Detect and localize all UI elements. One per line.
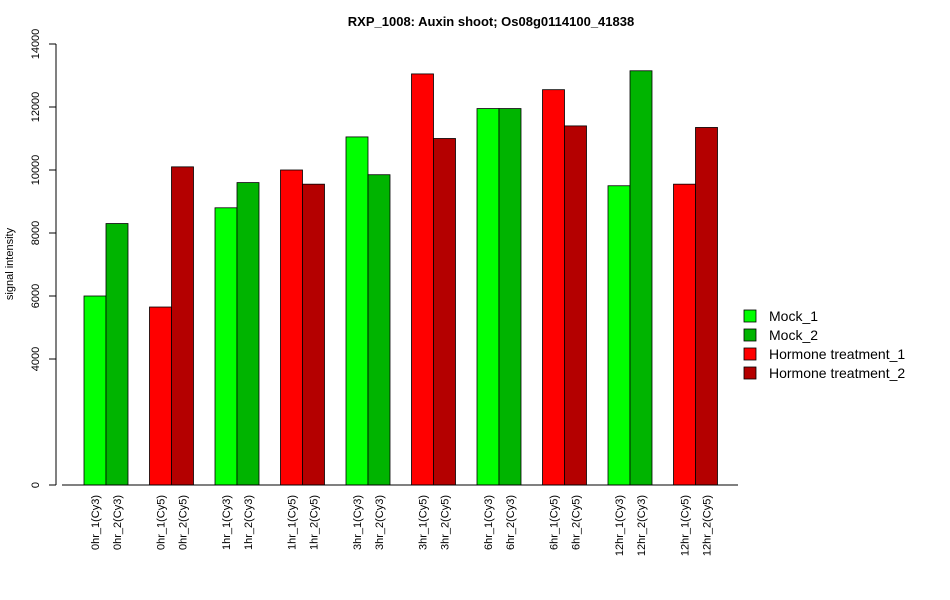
legend-label: Mock_2 <box>769 327 818 343</box>
x-tick-label: 1hr_1(Cy3) <box>221 495 233 550</box>
bar <box>302 183 325 486</box>
y-tick-label: 8000 <box>30 221 42 245</box>
chart-title: RXP_1008: Auxin shoot; Os08g0114100_4183… <box>348 14 634 29</box>
y-axis-label: signal intensity <box>4 227 16 300</box>
x-tick-label: 3hr_2(Cy3) <box>374 495 386 550</box>
x-tick-label: 0hr_1(Cy5) <box>156 495 168 550</box>
bar <box>171 166 194 486</box>
bar <box>673 183 696 486</box>
bar <box>236 182 260 486</box>
bar <box>433 138 456 486</box>
legend-swatch <box>743 309 757 323</box>
bar <box>367 174 391 486</box>
y-tick-label: 10000 <box>30 155 42 186</box>
x-tick-label: 6hr_2(Cy3) <box>505 495 517 550</box>
x-tick-label: 1hr_2(Cy5) <box>309 495 321 550</box>
legend-swatch <box>743 328 757 342</box>
y-tick-label: 0 <box>30 482 42 488</box>
x-tick-label: 3hr_2(Cy5) <box>440 495 452 550</box>
bar <box>214 207 238 486</box>
x-tick-label: 1hr_1(Cy5) <box>287 495 299 550</box>
bar <box>498 108 522 486</box>
x-tick-label: 0hr_1(Cy3) <box>90 495 102 550</box>
x-tick-label: 12hr_2(Cy3) <box>636 495 648 556</box>
y-tick-label: 6000 <box>30 284 42 308</box>
x-tick-label: 1hr_2(Cy3) <box>243 495 255 550</box>
y-tick-label: 14000 <box>30 29 42 60</box>
bar <box>607 185 631 486</box>
bar <box>695 127 718 486</box>
y-tick-label: 12000 <box>30 92 42 123</box>
bar <box>564 125 587 486</box>
x-tick-label: 0hr_2(Cy3) <box>112 495 124 550</box>
x-tick-label: 0hr_2(Cy5) <box>178 495 190 550</box>
x-tick-labels: 0hr_1(Cy3) 0hr_2(Cy3) 0hr_1(Cy5) 0hr_2(Cy5)… <box>90 495 714 556</box>
legend-swatch <box>743 347 757 361</box>
legend: Mock_1 Mock_2 Hormone treatment_1 Hormone t… <box>743 308 905 381</box>
x-tick-label: 3hr_1(Cy5) <box>418 495 430 550</box>
y-tick-label: 4000 <box>30 347 42 371</box>
x-tick-label: 6hr_2(Cy5) <box>571 495 583 550</box>
bars-group <box>83 70 718 486</box>
bar <box>345 136 369 486</box>
x-tick-label: 3hr_1(Cy3) <box>352 495 364 550</box>
x-tick-label: 12hr_1(Cy3) <box>614 495 626 556</box>
bar <box>629 70 653 486</box>
legend-label: Mock_1 <box>769 308 818 324</box>
x-tick-label: 6hr_1(Cy3) <box>483 495 495 550</box>
legend-swatch <box>743 366 757 380</box>
legend-label: Hormone treatment_1 <box>769 346 905 362</box>
bar <box>411 73 434 486</box>
y-axis: 0 4000 6000 8000 10000 12000 14000 <box>30 29 57 488</box>
bar <box>105 223 129 486</box>
x-tick-label: 12hr_1(Cy5) <box>680 495 692 556</box>
bar <box>83 295 107 486</box>
bar <box>542 89 565 486</box>
bar <box>149 306 172 486</box>
x-tick-label: 6hr_1(Cy5) <box>549 495 561 550</box>
bar <box>476 108 500 486</box>
bar <box>280 169 303 486</box>
x-tick-label: 12hr_2(Cy5) <box>702 495 714 556</box>
legend-label: Hormone treatment_2 <box>769 365 905 381</box>
